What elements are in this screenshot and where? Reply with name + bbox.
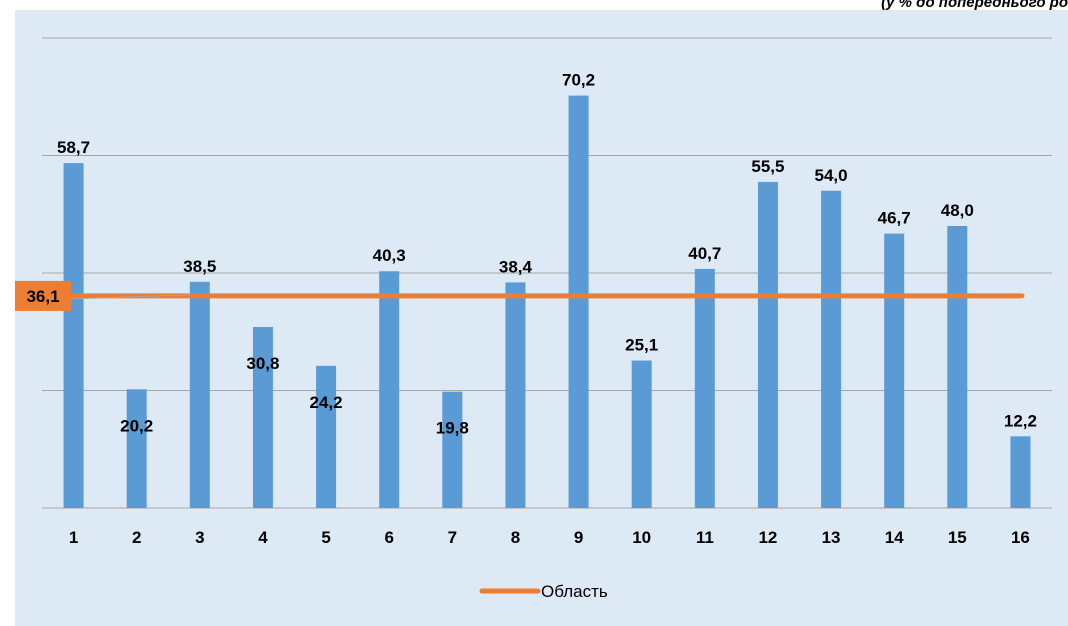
x-tick-label-3: 3 [195,528,204,547]
bar-4 [252,327,273,508]
x-tick-label-4: 4 [258,528,268,547]
data-label-11: 40,7 [688,244,721,263]
bar-7 [442,391,463,508]
data-label-3: 38,5 [183,257,216,276]
x-tick-label-12: 12 [758,528,777,547]
data-label-9: 70,2 [562,71,595,90]
bar-12 [757,181,778,508]
data-label-8: 38,4 [499,257,533,276]
x-tick-label-13: 13 [822,528,841,547]
data-label-16: 12,2 [1004,411,1037,430]
data-label-15: 48,0 [941,201,974,220]
x-tick-label-14: 14 [885,528,904,547]
bar-13 [821,190,842,508]
data-label-6: 40,3 [373,246,406,265]
bar-10 [631,360,652,508]
average-label-leader [70,294,191,300]
data-label-4: 30,8 [246,354,279,373]
bar-16 [1010,436,1031,508]
average-label: 36,1 [26,287,59,306]
bar-8 [505,282,526,508]
x-tick-label-10: 10 [632,528,651,547]
x-tick-label-2: 2 [132,528,141,547]
chart-top-note: (у % до попереднього ро [881,0,1068,11]
legend-label: Область [541,582,608,601]
bar-15 [947,226,968,508]
bar-2 [126,389,147,508]
x-tick-label-15: 15 [948,528,967,547]
x-tick-label-16: 16 [1011,528,1030,547]
bar-6 [379,271,400,508]
x-tick-label-11: 11 [696,528,714,547]
data-label-1: 58,7 [57,138,90,157]
bar-11 [694,268,715,508]
bar-14 [884,233,905,508]
x-tick-label-7: 7 [448,528,457,547]
data-label-12: 55,5 [751,157,784,176]
data-label-14: 46,7 [878,209,911,228]
data-label-7: 19,8 [436,419,469,438]
x-tick-label-9: 9 [574,528,583,547]
bar-1 [63,163,84,508]
bar-9 [568,95,589,508]
x-tick-label-5: 5 [321,528,330,547]
x-tick-label-1: 1 [69,528,78,547]
x-tick-label-6: 6 [384,528,393,547]
data-label-10: 25,1 [625,336,658,355]
data-label-2: 20,2 [120,416,153,435]
data-label-5: 24,2 [310,393,343,412]
x-tick-label-8: 8 [511,528,520,547]
bar-5 [316,365,337,508]
bar-3 [189,281,210,508]
data-label-13: 54,0 [815,166,848,185]
average-label-box [15,280,71,311]
